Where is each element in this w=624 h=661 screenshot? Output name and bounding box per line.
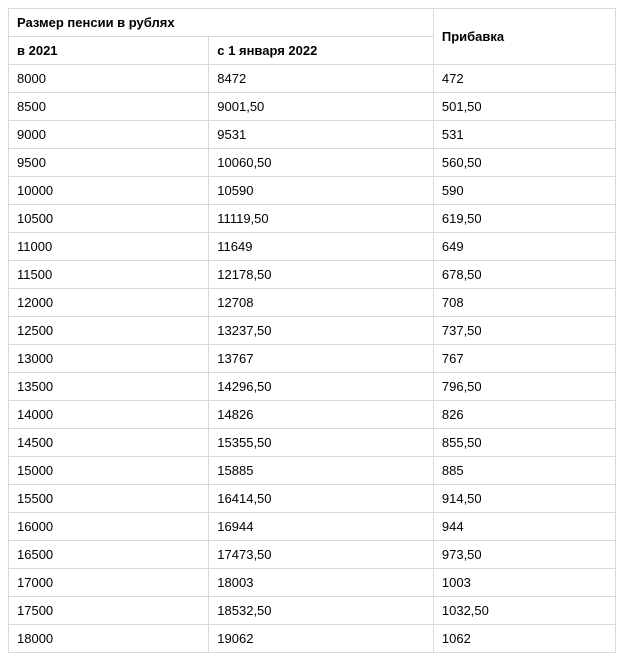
table-row: 17000180031003 <box>9 569 616 597</box>
table-cell: 17000 <box>9 569 209 597</box>
table-cell: 14296,50 <box>209 373 434 401</box>
table-cell: 9500 <box>9 149 209 177</box>
table-cell: 15000 <box>9 457 209 485</box>
table-cell: 14000 <box>9 401 209 429</box>
table-cell: 14500 <box>9 429 209 457</box>
table-header: Размер пенсии в рублях Прибавка в 2021 с… <box>9 9 616 65</box>
table-cell: 16414,50 <box>209 485 434 513</box>
table-cell: 14826 <box>209 401 434 429</box>
table-cell: 737,50 <box>433 317 615 345</box>
table-cell: 708 <box>433 289 615 317</box>
table-cell: 8472 <box>209 65 434 93</box>
table-cell: 12000 <box>9 289 209 317</box>
table-cell: 11119,50 <box>209 205 434 233</box>
table-cell: 560,50 <box>433 149 615 177</box>
table-row: 1500015885885 <box>9 457 616 485</box>
col1-header: в 2021 <box>9 37 209 65</box>
table-cell: 8500 <box>9 93 209 121</box>
table-cell: 678,50 <box>433 261 615 289</box>
table-row: 1400014826826 <box>9 401 616 429</box>
table-cell: 18532,50 <box>209 597 434 625</box>
table-cell: 12708 <box>209 289 434 317</box>
table-cell: 10500 <box>9 205 209 233</box>
table-row: 1650017473,50973,50 <box>9 541 616 569</box>
table-row: 1750018532,501032,50 <box>9 597 616 625</box>
table-cell: 10590 <box>209 177 434 205</box>
table-cell: 11649 <box>209 233 434 261</box>
table-cell: 16000 <box>9 513 209 541</box>
table-cell: 11000 <box>9 233 209 261</box>
table-cell: 8000 <box>9 65 209 93</box>
table-row: 950010060,50560,50 <box>9 149 616 177</box>
table-cell: 472 <box>433 65 615 93</box>
table-cell: 18003 <box>209 569 434 597</box>
table-cell: 19062 <box>209 625 434 653</box>
table-cell: 16944 <box>209 513 434 541</box>
table-cell: 973,50 <box>433 541 615 569</box>
table-cell: 914,50 <box>433 485 615 513</box>
table-cell: 1003 <box>433 569 615 597</box>
table-cell: 13767 <box>209 345 434 373</box>
table-row: 90009531531 <box>9 121 616 149</box>
table-cell: 1062 <box>433 625 615 653</box>
col2-header: с 1 января 2022 <box>209 37 434 65</box>
table-row: 1600016944944 <box>9 513 616 541</box>
table-cell: 885 <box>433 457 615 485</box>
table-cell: 15500 <box>9 485 209 513</box>
table-cell: 18000 <box>9 625 209 653</box>
table-cell: 15355,50 <box>209 429 434 457</box>
table-cell: 17473,50 <box>209 541 434 569</box>
table-cell: 855,50 <box>433 429 615 457</box>
group-header: Размер пенсии в рублях <box>9 9 434 37</box>
table-row: 1450015355,50855,50 <box>9 429 616 457</box>
table-cell: 11500 <box>9 261 209 289</box>
table-row: 1350014296,50796,50 <box>9 373 616 401</box>
table-row: 80008472472 <box>9 65 616 93</box>
table-cell: 9531 <box>209 121 434 149</box>
table-cell: 531 <box>433 121 615 149</box>
table-cell: 619,50 <box>433 205 615 233</box>
table-cell: 9000 <box>9 121 209 149</box>
pension-table: Размер пенсии в рублях Прибавка в 2021 с… <box>8 8 616 653</box>
table-cell: 15885 <box>209 457 434 485</box>
table-row: 1150012178,50678,50 <box>9 261 616 289</box>
table-row: 85009001,50501,50 <box>9 93 616 121</box>
table-row: 1300013767767 <box>9 345 616 373</box>
table-body: 8000847247285009001,50501,50900095315319… <box>9 65 616 653</box>
table-cell: 1032,50 <box>433 597 615 625</box>
table-row: 1200012708708 <box>9 289 616 317</box>
table-cell: 12178,50 <box>209 261 434 289</box>
table-cell: 501,50 <box>433 93 615 121</box>
table-cell: 17500 <box>9 597 209 625</box>
table-row: 18000190621062 <box>9 625 616 653</box>
table-row: 1550016414,50914,50 <box>9 485 616 513</box>
table-cell: 16500 <box>9 541 209 569</box>
table-cell: 12500 <box>9 317 209 345</box>
table-cell: 13237,50 <box>209 317 434 345</box>
table-cell: 10000 <box>9 177 209 205</box>
table-cell: 13500 <box>9 373 209 401</box>
table-cell: 944 <box>433 513 615 541</box>
col3-header: Прибавка <box>433 9 615 65</box>
table-cell: 767 <box>433 345 615 373</box>
table-cell: 649 <box>433 233 615 261</box>
table-row: 1050011119,50619,50 <box>9 205 616 233</box>
table-cell: 826 <box>433 401 615 429</box>
table-cell: 590 <box>433 177 615 205</box>
table-cell: 10060,50 <box>209 149 434 177</box>
table-cell: 796,50 <box>433 373 615 401</box>
table-row: 1000010590590 <box>9 177 616 205</box>
table-row: 1100011649649 <box>9 233 616 261</box>
table-row: 1250013237,50737,50 <box>9 317 616 345</box>
table-cell: 13000 <box>9 345 209 373</box>
table-cell: 9001,50 <box>209 93 434 121</box>
